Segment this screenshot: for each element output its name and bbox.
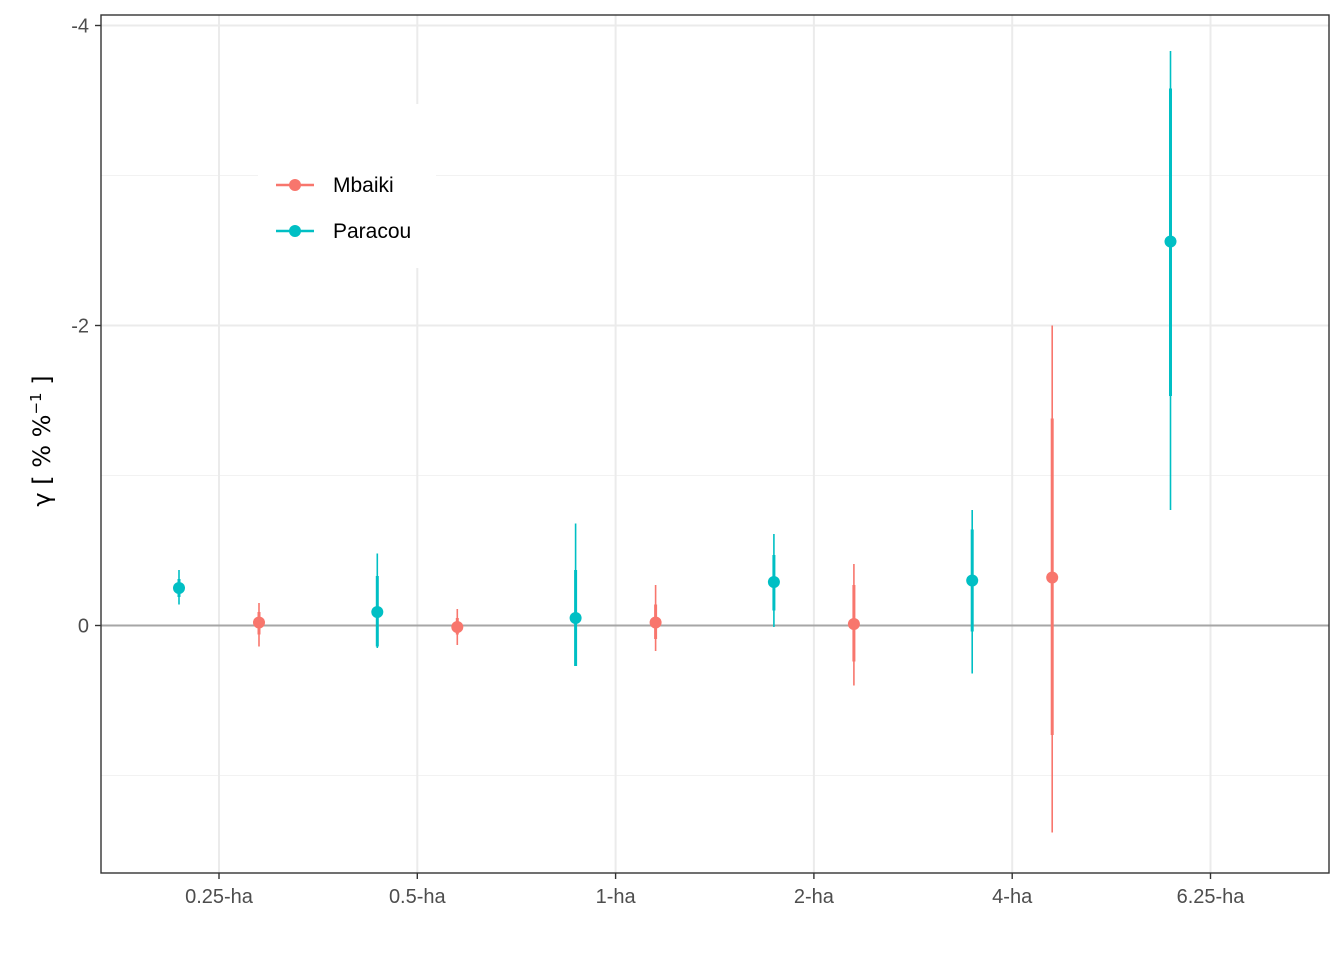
series-mbaiki: [253, 325, 1059, 833]
axes: 0 -2 -4 0.25-ha 0.5-ha 1-ha 2-ha 4-ha 6.25-ha: [71, 16, 1245, 909]
data-point: [451, 621, 464, 633]
x-tick-label: 4-ha: [992, 886, 1033, 908]
data-point: [569, 612, 582, 624]
legend-key-point: [289, 179, 301, 191]
data-point: [847, 618, 860, 630]
legend-item-paracou: Paracou: [276, 220, 411, 243]
legend-label: Paracou: [333, 220, 411, 243]
x-tick-label: 0.5-ha: [389, 886, 447, 908]
x-tick-label: 0.25-ha: [185, 886, 254, 908]
x-tick-label: 2-ha: [794, 886, 835, 908]
legend-label: Mbaiki: [333, 174, 394, 197]
y-tick-label: -2: [71, 316, 89, 338]
y-tick-label: -4: [71, 16, 89, 38]
data-point: [173, 582, 185, 594]
x-tick-label: 1-ha: [596, 886, 637, 908]
x-tick-label: 6.25-ha: [1177, 886, 1246, 908]
data-point: [1164, 235, 1177, 248]
data-point: [649, 616, 662, 629]
plot-panel-border: [100, 14, 1330, 874]
series-paracou: [173, 51, 1177, 674]
y-axis-title: γ [ % %−1 ]: [27, 375, 56, 506]
data-point: [767, 576, 780, 588]
data-points: [173, 51, 1177, 833]
data-point: [253, 616, 265, 629]
data-point: [1046, 571, 1059, 584]
data-point: [966, 574, 979, 587]
y-axis-title-superscript: −1: [27, 392, 45, 414]
data-point: [371, 606, 384, 618]
y-axis-title-main: γ [ % %: [28, 415, 56, 507]
y-axis-title-tail: ]: [28, 375, 56, 392]
legend-key-point: [289, 225, 301, 237]
legend-item-mbaiki: Mbaiki: [276, 174, 394, 197]
legend: Mbaiki Paracou: [258, 104, 436, 268]
y-tick-label: 0: [78, 616, 89, 638]
